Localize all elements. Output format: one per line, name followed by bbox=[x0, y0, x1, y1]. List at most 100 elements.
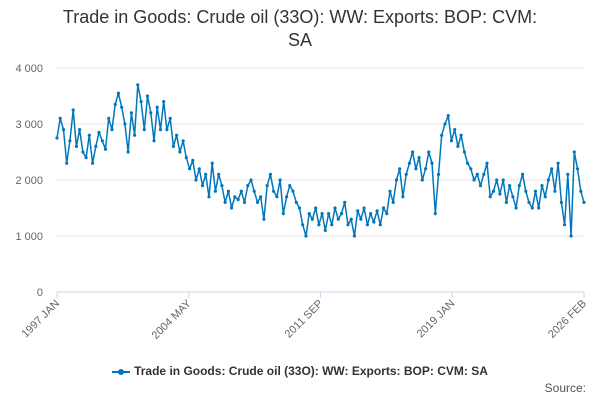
data-point[interactable] bbox=[414, 167, 418, 171]
data-point[interactable] bbox=[475, 172, 479, 176]
data-point[interactable] bbox=[420, 178, 424, 182]
data-point[interactable] bbox=[294, 200, 298, 204]
data-point[interactable] bbox=[446, 114, 450, 118]
data-point[interactable] bbox=[255, 200, 260, 204]
data-point[interactable] bbox=[314, 206, 318, 210]
data-point[interactable] bbox=[566, 172, 570, 176]
series-line[interactable] bbox=[56, 84, 585, 237]
data-point[interactable] bbox=[327, 212, 331, 216]
data-point[interactable] bbox=[149, 111, 153, 115]
data-point[interactable] bbox=[91, 161, 95, 165]
data-point[interactable] bbox=[297, 206, 302, 210]
data-point[interactable] bbox=[349, 217, 353, 221]
data-point[interactable] bbox=[97, 130, 101, 134]
data-point[interactable] bbox=[288, 184, 292, 188]
data-point[interactable] bbox=[546, 178, 551, 182]
data-point[interactable] bbox=[272, 189, 276, 193]
data-point[interactable] bbox=[533, 189, 538, 193]
series-group[interactable] bbox=[55, 83, 586, 238]
data-point[interactable] bbox=[572, 150, 576, 154]
data-point[interactable] bbox=[372, 220, 376, 224]
data-point[interactable] bbox=[275, 195, 279, 199]
data-point[interactable] bbox=[462, 150, 466, 154]
data-point[interactable] bbox=[217, 172, 221, 176]
data-point[interactable] bbox=[120, 105, 124, 109]
data-point[interactable] bbox=[220, 184, 224, 188]
data-point[interactable] bbox=[181, 139, 185, 143]
data-point[interactable] bbox=[74, 144, 78, 148]
data-point[interactable] bbox=[401, 195, 405, 199]
data-point[interactable] bbox=[162, 100, 166, 104]
data-point[interactable] bbox=[466, 161, 470, 165]
data-point[interactable] bbox=[242, 200, 247, 204]
data-point[interactable] bbox=[116, 91, 120, 95]
data-point[interactable] bbox=[527, 200, 531, 204]
data-point[interactable] bbox=[530, 206, 534, 210]
data-point[interactable] bbox=[246, 184, 250, 188]
data-point[interactable] bbox=[223, 200, 227, 204]
data-point[interactable] bbox=[330, 223, 334, 227]
data-point[interactable] bbox=[517, 184, 521, 188]
data-point[interactable] bbox=[511, 195, 515, 199]
data-point[interactable] bbox=[343, 200, 347, 204]
data-point[interactable] bbox=[213, 189, 217, 193]
data-point[interactable] bbox=[388, 189, 392, 193]
data-point[interactable] bbox=[453, 128, 457, 132]
data-point[interactable] bbox=[575, 167, 580, 171]
data-point[interactable] bbox=[226, 189, 230, 193]
data-point[interactable] bbox=[113, 102, 117, 106]
data-point[interactable] bbox=[559, 200, 564, 204]
data-point[interactable] bbox=[375, 209, 379, 213]
data-point[interactable] bbox=[427, 150, 431, 154]
data-point[interactable] bbox=[339, 212, 344, 216]
data-point[interactable] bbox=[323, 228, 327, 232]
data-point[interactable] bbox=[482, 172, 486, 176]
data-point[interactable] bbox=[126, 150, 130, 154]
data-point[interactable] bbox=[139, 100, 143, 104]
data-point[interactable] bbox=[394, 178, 399, 182]
data-point[interactable] bbox=[540, 184, 544, 188]
data-point[interactable] bbox=[262, 217, 266, 221]
data-point[interactable] bbox=[411, 150, 415, 154]
data-point[interactable] bbox=[449, 139, 453, 143]
data-point[interactable] bbox=[194, 178, 198, 182]
data-point[interactable] bbox=[110, 128, 114, 132]
data-point[interactable] bbox=[456, 144, 460, 148]
data-point[interactable] bbox=[81, 150, 85, 154]
data-point[interactable] bbox=[508, 184, 512, 188]
data-point[interactable] bbox=[469, 167, 473, 171]
data-point[interactable] bbox=[84, 156, 88, 160]
data-point[interactable] bbox=[285, 195, 289, 199]
data-point[interactable] bbox=[498, 192, 502, 196]
data-point[interactable] bbox=[268, 172, 272, 176]
data-point[interactable] bbox=[158, 128, 163, 132]
data-point[interactable] bbox=[252, 189, 256, 193]
data-point[interactable] bbox=[155, 105, 159, 109]
data-point[interactable] bbox=[184, 156, 188, 160]
data-point[interactable] bbox=[320, 212, 324, 216]
data-point[interactable] bbox=[501, 178, 505, 182]
data-point[interactable] bbox=[175, 133, 179, 137]
data-point[interactable] bbox=[103, 147, 108, 151]
data-point[interactable] bbox=[582, 200, 586, 204]
data-point[interactable] bbox=[259, 195, 263, 199]
data-point[interactable] bbox=[317, 223, 321, 227]
data-point[interactable] bbox=[301, 223, 305, 227]
data-point[interactable] bbox=[333, 206, 337, 210]
data-point[interactable] bbox=[491, 189, 496, 193]
data-point[interactable] bbox=[524, 189, 528, 193]
data-point[interactable] bbox=[61, 128, 66, 132]
data-point[interactable] bbox=[478, 184, 483, 188]
data-point[interactable] bbox=[391, 200, 395, 204]
legend[interactable]: Trade in Goods: Crude oil (33O): WW: Exp… bbox=[0, 364, 600, 378]
data-point[interactable] bbox=[58, 116, 62, 120]
data-point[interactable] bbox=[459, 133, 463, 137]
data-point[interactable] bbox=[152, 139, 156, 143]
data-point[interactable] bbox=[178, 150, 182, 154]
data-point[interactable] bbox=[71, 108, 75, 112]
data-point[interactable] bbox=[210, 161, 214, 165]
data-point[interactable] bbox=[472, 178, 476, 182]
data-point[interactable] bbox=[440, 133, 444, 137]
data-point[interactable] bbox=[200, 184, 205, 188]
data-point[interactable] bbox=[356, 209, 360, 213]
